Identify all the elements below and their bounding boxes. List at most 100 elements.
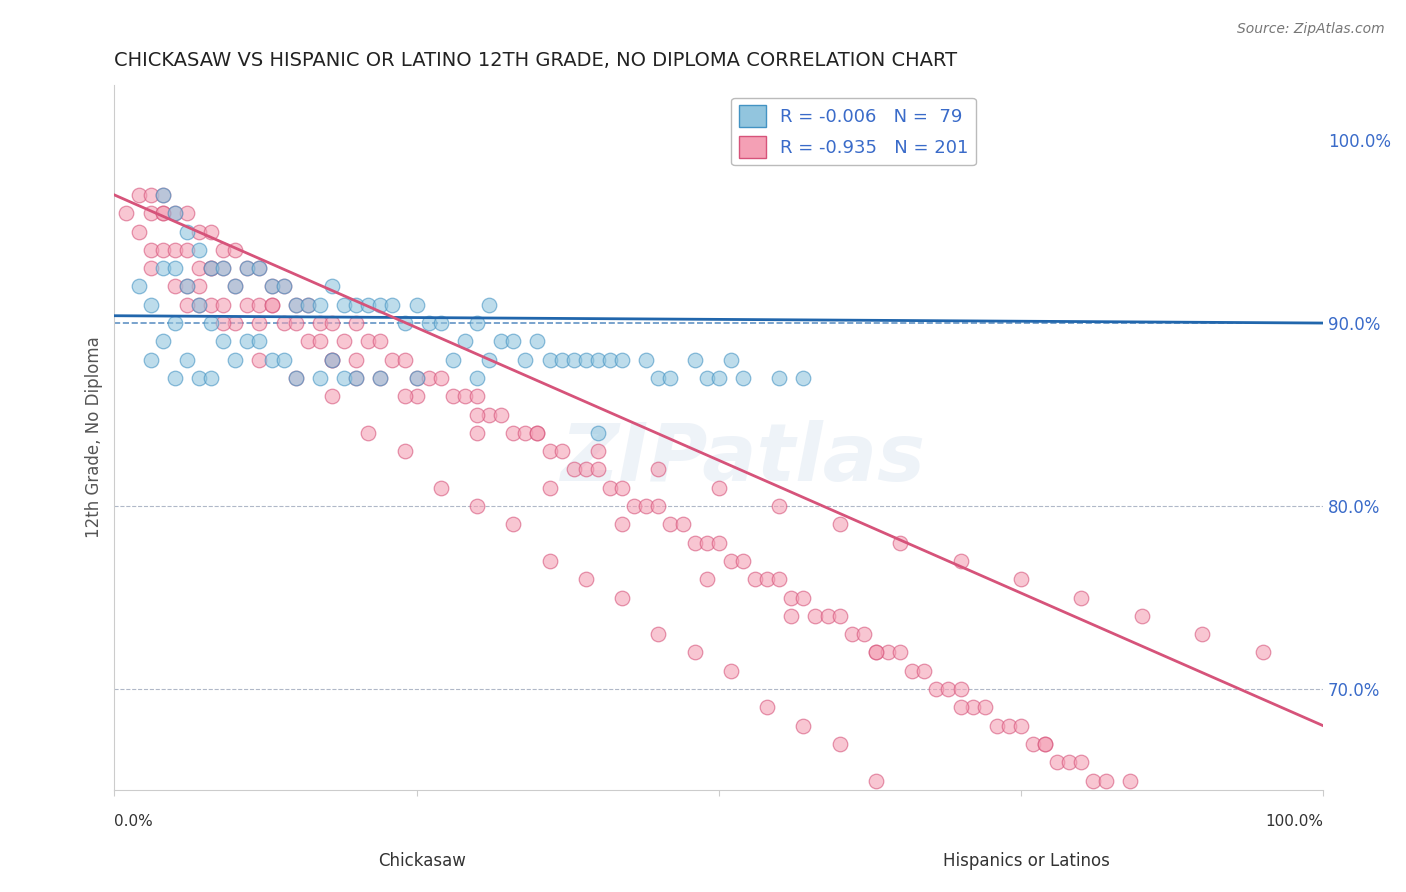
Point	[381, 352, 404, 367]
Point	[792, 591, 814, 605]
Point	[176, 279, 198, 293]
Point	[636, 352, 658, 367]
Point	[768, 371, 790, 385]
Point	[756, 572, 779, 586]
Point	[562, 352, 585, 367]
Point	[249, 352, 271, 367]
Point	[683, 645, 706, 659]
Point	[260, 279, 283, 293]
Point	[249, 261, 271, 276]
Point	[152, 334, 174, 349]
Point	[841, 627, 863, 641]
Point	[249, 298, 271, 312]
Point	[284, 371, 307, 385]
Point	[297, 298, 319, 312]
Point	[465, 389, 488, 403]
Point	[912, 664, 935, 678]
Point	[152, 206, 174, 220]
Text: Hispanics or Latinos: Hispanics or Latinos	[943, 852, 1109, 870]
Point	[647, 462, 669, 476]
Point	[139, 243, 162, 257]
Point	[515, 425, 537, 440]
Point	[344, 371, 367, 385]
Point	[321, 352, 343, 367]
Point	[128, 188, 150, 202]
Point	[1010, 719, 1032, 733]
Point	[370, 371, 392, 385]
Point	[720, 352, 742, 367]
Point	[309, 298, 332, 312]
Point	[454, 389, 477, 403]
Text: 0.0%: 0.0%	[114, 814, 153, 829]
Point	[284, 298, 307, 312]
Point	[1046, 883, 1069, 892]
Point	[1143, 810, 1166, 824]
Point	[659, 371, 682, 385]
Point	[260, 352, 283, 367]
Point	[538, 444, 561, 458]
Text: Chickasaw: Chickasaw	[378, 852, 465, 870]
Point	[586, 352, 609, 367]
Point	[1275, 865, 1298, 880]
Point	[804, 608, 827, 623]
Point	[973, 700, 995, 714]
Point	[852, 627, 875, 641]
Point	[562, 462, 585, 476]
Point	[731, 371, 754, 385]
Point	[538, 481, 561, 495]
Point	[128, 225, 150, 239]
Point	[115, 206, 138, 220]
Point	[163, 279, 186, 293]
Point	[538, 554, 561, 568]
Point	[188, 225, 211, 239]
Point	[1251, 865, 1274, 880]
Point	[200, 298, 222, 312]
Point	[405, 298, 427, 312]
Point	[200, 371, 222, 385]
Point	[1191, 627, 1213, 641]
Point	[865, 645, 887, 659]
Point	[273, 352, 295, 367]
Point	[273, 279, 295, 293]
Point	[188, 243, 211, 257]
Point	[720, 664, 742, 678]
Point	[901, 792, 924, 806]
Point	[780, 591, 803, 605]
Point	[441, 352, 464, 367]
Point	[599, 352, 621, 367]
Point	[370, 334, 392, 349]
Point	[441, 389, 464, 403]
Point	[938, 682, 960, 697]
Point	[1275, 883, 1298, 892]
Point	[381, 298, 404, 312]
Point	[357, 298, 380, 312]
Point	[370, 371, 392, 385]
Point	[1178, 829, 1201, 843]
Point	[236, 334, 259, 349]
Text: 100.0%: 100.0%	[1265, 814, 1323, 829]
Point	[515, 352, 537, 367]
Point	[152, 188, 174, 202]
Point	[163, 261, 186, 276]
Point	[1264, 865, 1286, 880]
Point	[610, 591, 633, 605]
Point	[212, 298, 235, 312]
Point	[370, 298, 392, 312]
Point	[405, 371, 427, 385]
Point	[357, 425, 380, 440]
Point	[889, 535, 911, 549]
Point	[260, 298, 283, 312]
Text: Source: ZipAtlas.com: Source: ZipAtlas.com	[1237, 22, 1385, 37]
Point	[357, 334, 380, 349]
Point	[200, 225, 222, 239]
Point	[1154, 810, 1177, 824]
Point	[610, 517, 633, 532]
Point	[429, 371, 451, 385]
Point	[938, 810, 960, 824]
Point	[309, 316, 332, 330]
Point	[224, 279, 246, 293]
Point	[998, 719, 1021, 733]
Point	[344, 298, 367, 312]
Point	[429, 481, 451, 495]
Point	[550, 352, 572, 367]
